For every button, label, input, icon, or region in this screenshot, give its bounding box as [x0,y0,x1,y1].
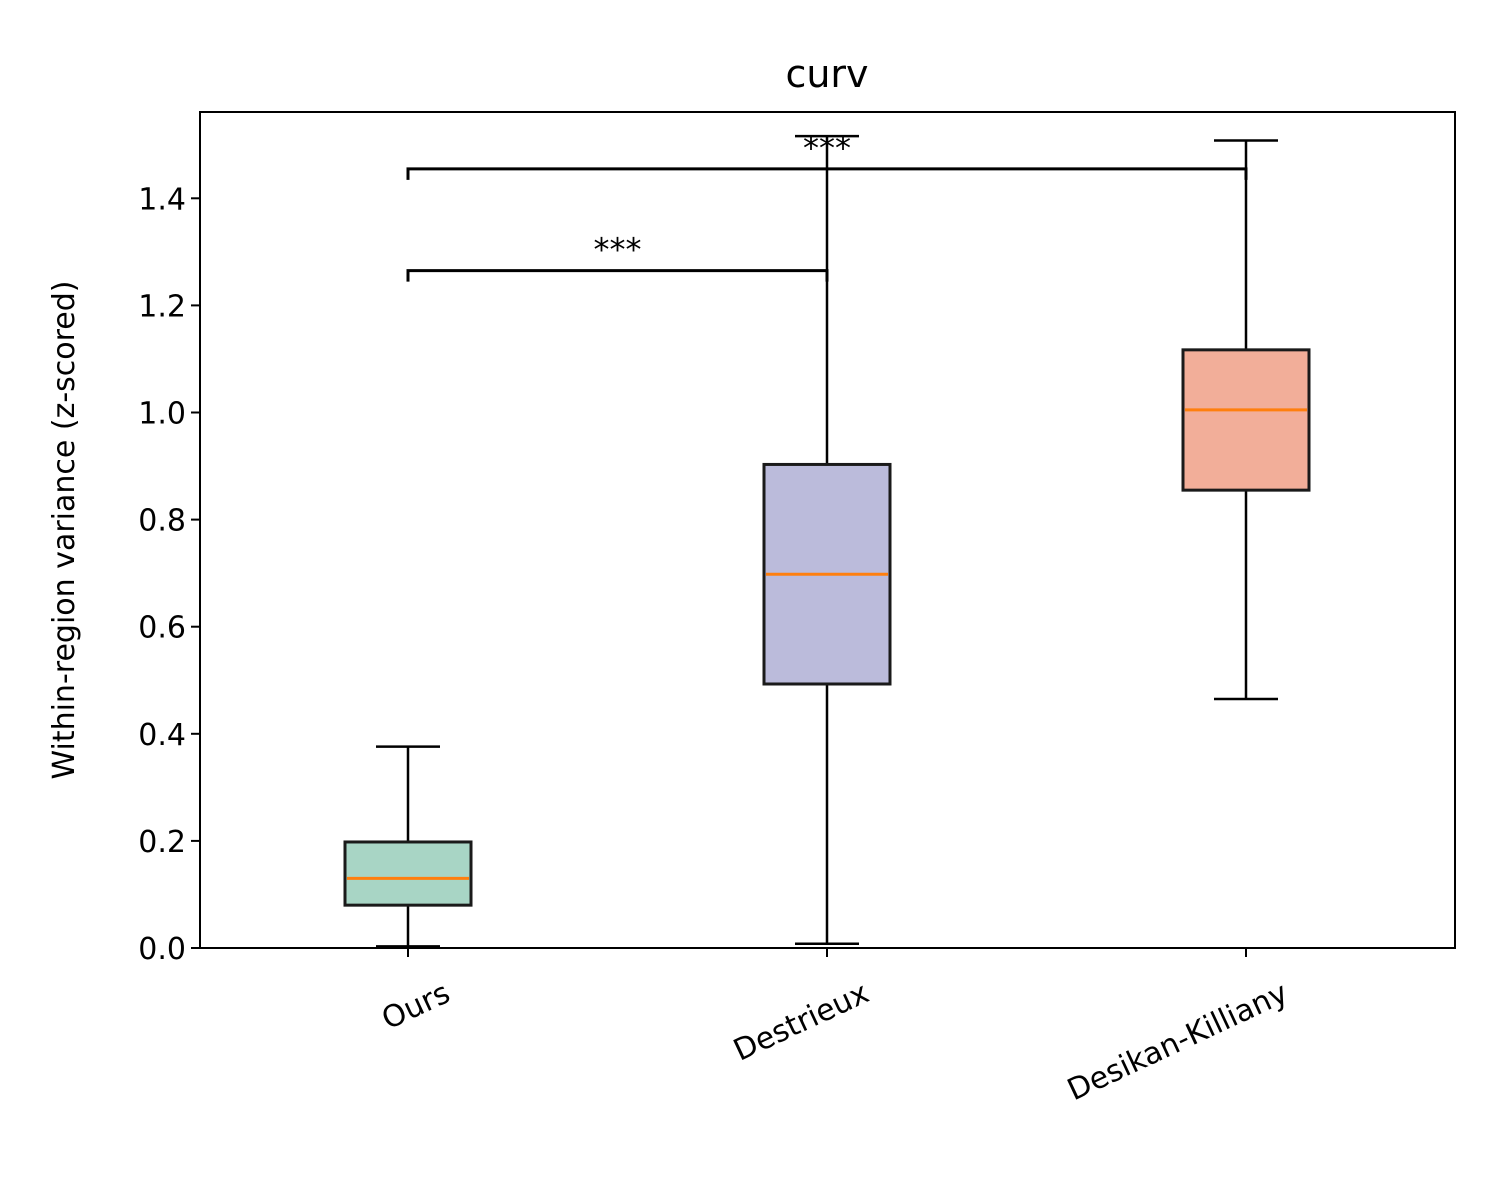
box-ours [343,840,473,907]
significance-bracket [406,167,1248,180]
significance-label: *** [594,231,642,269]
x-tick-label: Destrieux [728,976,874,1069]
significance-bracket [406,269,829,282]
plot-area: 0.0 0.2 0.4 0.6 0.8 1.0 1.2 1.4 Ours Destrieux Des… [138,129,1311,1109]
y-tick-label: 1.4 [138,182,186,217]
box-desikan-killiany [1181,348,1311,492]
x-tick-label: Ours [377,976,456,1038]
y-axis-label: Within-region variance (z-scored) [47,280,82,779]
plot-frame [199,111,1456,949]
y-tick-label: 1.0 [138,397,186,432]
chart-title: curv [785,52,868,96]
significance-label: *** [803,129,851,167]
y-tick-label: 1.2 [138,289,186,324]
x-tick-label: Desikan-Killiany [1062,976,1293,1109]
y-tick-label: 0.6 [138,611,186,646]
y-tick-label: 0.2 [138,825,186,860]
y-tick-label: 0.4 [138,718,186,753]
y-tick-label: 0.8 [138,504,186,539]
y-tick-label: 0.0 [138,932,186,967]
